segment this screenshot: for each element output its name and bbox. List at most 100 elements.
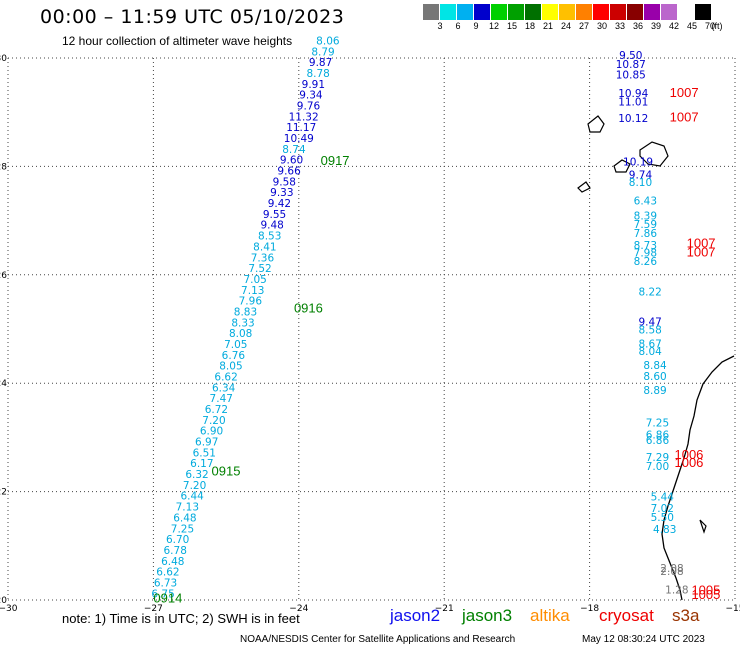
- wave-height-label: 8.04: [638, 346, 662, 358]
- legend-swatch: [457, 4, 474, 20]
- legend-label: 6: [455, 21, 461, 31]
- wave-height-label: 9.76: [297, 100, 321, 112]
- legend-swatch: [542, 4, 559, 20]
- lon-tick-label: −24: [289, 604, 308, 614]
- wave-height-label: 6.97: [195, 437, 218, 449]
- wave-height-label: 9.42: [268, 198, 291, 210]
- wave-height-label: 2.08: [660, 563, 683, 575]
- legend-swatches: [423, 4, 729, 20]
- legend-label: 3: [437, 21, 443, 31]
- legend-label: 24: [560, 21, 572, 31]
- map-subtitle: 12 hour collection of altimeter wave hei…: [62, 34, 293, 48]
- legend-swatch: [678, 4, 695, 20]
- map-title: 00:00 – 11:59 UTC 05/10/2023: [40, 6, 345, 28]
- pass-time-label: 0915: [212, 463, 241, 478]
- wave-height-label: 10.87: [616, 59, 646, 71]
- wave-height-label: 9.33: [270, 187, 293, 199]
- wave-height-label: 6.76: [222, 350, 246, 362]
- pass-time-label: 0914: [153, 591, 182, 606]
- wave-height-label: 9.55: [263, 209, 286, 221]
- legend-unit: (ft): [711, 21, 723, 31]
- wave-height-label: 9.58: [273, 176, 296, 188]
- legend-swatch: [695, 4, 712, 20]
- wave-height-label: 9.50: [619, 50, 642, 62]
- legend-label: 30: [596, 21, 608, 31]
- legend-swatch: [644, 4, 661, 20]
- legend-swatch: [576, 4, 593, 20]
- wave-height-label: 8.33: [231, 317, 254, 329]
- legend-swatch: [661, 4, 678, 20]
- legend-swatch: [610, 4, 627, 20]
- wave-height-label: 9.47: [638, 317, 661, 329]
- legend-swatch: [525, 4, 542, 20]
- wave-height-label: 8.08: [229, 328, 252, 340]
- pass-time-label: 1007: [670, 109, 699, 124]
- pass-time-label: 0916: [294, 301, 323, 316]
- wave-height-label: 7.86: [634, 228, 658, 240]
- wave-height-label: 6.70: [166, 534, 189, 546]
- wave-height-label: 10.49: [284, 133, 314, 145]
- wave-height-label: 8.10: [629, 177, 652, 189]
- legend-labels: 3 6 9 12 15 18 21 24 27 30 33 36 39 42 45 70 (ft): [423, 20, 729, 34]
- pass-time-label: 1007: [687, 236, 716, 251]
- legend-swatch: [627, 4, 644, 20]
- lon-tick-label: −15: [726, 604, 740, 614]
- wave-height-label: 10.94: [618, 88, 648, 100]
- wave-height-label: 7.05: [243, 274, 266, 286]
- wave-height-label: 10.12: [618, 113, 648, 125]
- legend-label: 36: [632, 21, 644, 31]
- wave-height-label: 7.59: [634, 219, 657, 231]
- wave-height-label: 7.13: [241, 285, 264, 297]
- wave-height-label: 7.47: [210, 393, 233, 405]
- lon-tick-label: −18: [580, 604, 599, 614]
- wave-height-label: 7.00: [646, 461, 669, 473]
- pass-time-label: 1007: [687, 244, 716, 259]
- legend-label: 21: [542, 21, 554, 31]
- wave-height-label: 8.53: [258, 231, 281, 243]
- wave-height-label: 8.73: [634, 240, 657, 252]
- legend-label: 18: [524, 21, 536, 31]
- legend-label: 27: [578, 21, 590, 31]
- lat-tick-label: 26: [0, 271, 7, 281]
- wave-height-label: 6.44: [180, 491, 204, 503]
- legend-label: 42: [668, 21, 680, 31]
- legend-swatch: [423, 4, 440, 20]
- wave-height-label: 11.17: [286, 122, 316, 134]
- wave-height-label: 9.74: [629, 169, 653, 181]
- credit-line: NOAA/NESDIS Center for Satellite Applica…: [240, 634, 516, 645]
- legend-label: 39: [650, 21, 662, 31]
- wave-height-label: 6.72: [205, 404, 228, 416]
- wave-height-label: 11.32: [289, 111, 319, 123]
- wave-height-label: 6.75: [151, 588, 174, 600]
- legend-swatch: [508, 4, 525, 20]
- wave-height-label: 9.60: [280, 155, 303, 167]
- pass-time-label: 0917: [321, 153, 350, 168]
- wave-height-label: 6.86: [646, 429, 670, 441]
- island-outline: [699, 519, 707, 534]
- wave-height-label: 8.67: [638, 338, 661, 350]
- wave-height-label: 11.01: [618, 97, 648, 109]
- wave-height-label: 6.62: [214, 371, 237, 383]
- wave-height-label: 6.34: [212, 382, 236, 394]
- lon-tick-label: −27: [144, 604, 163, 614]
- wave-height-label: 10.85: [616, 70, 646, 82]
- wave-height-label: 8.89: [643, 385, 666, 397]
- wave-height-label: 7.20: [202, 415, 225, 427]
- timestamp: May 12 08:30:24 UTC 2023: [582, 634, 705, 645]
- wave-height-label: 7.13: [176, 502, 199, 514]
- legend-swatch: [593, 4, 610, 20]
- lat-tick-label: 24: [0, 379, 7, 389]
- pass-time-label: 1005: [691, 583, 720, 598]
- legend-label: 33: [614, 21, 626, 31]
- wave-height-label: 6.51: [193, 447, 216, 459]
- wave-height-label: 7.96: [239, 296, 263, 308]
- wave-height-label: 9.48: [260, 220, 283, 232]
- legend-jason3: jason3: [462, 606, 513, 625]
- wave-height-label: 6.90: [200, 426, 223, 438]
- wave-height-label: 6.73: [154, 577, 177, 589]
- legend-label: 12: [488, 21, 500, 31]
- wave-height-label: 8.74: [282, 144, 306, 156]
- wave-height-label: 8.84: [643, 360, 667, 372]
- legend-swatch: [559, 4, 576, 20]
- legend-swatch: [491, 4, 508, 20]
